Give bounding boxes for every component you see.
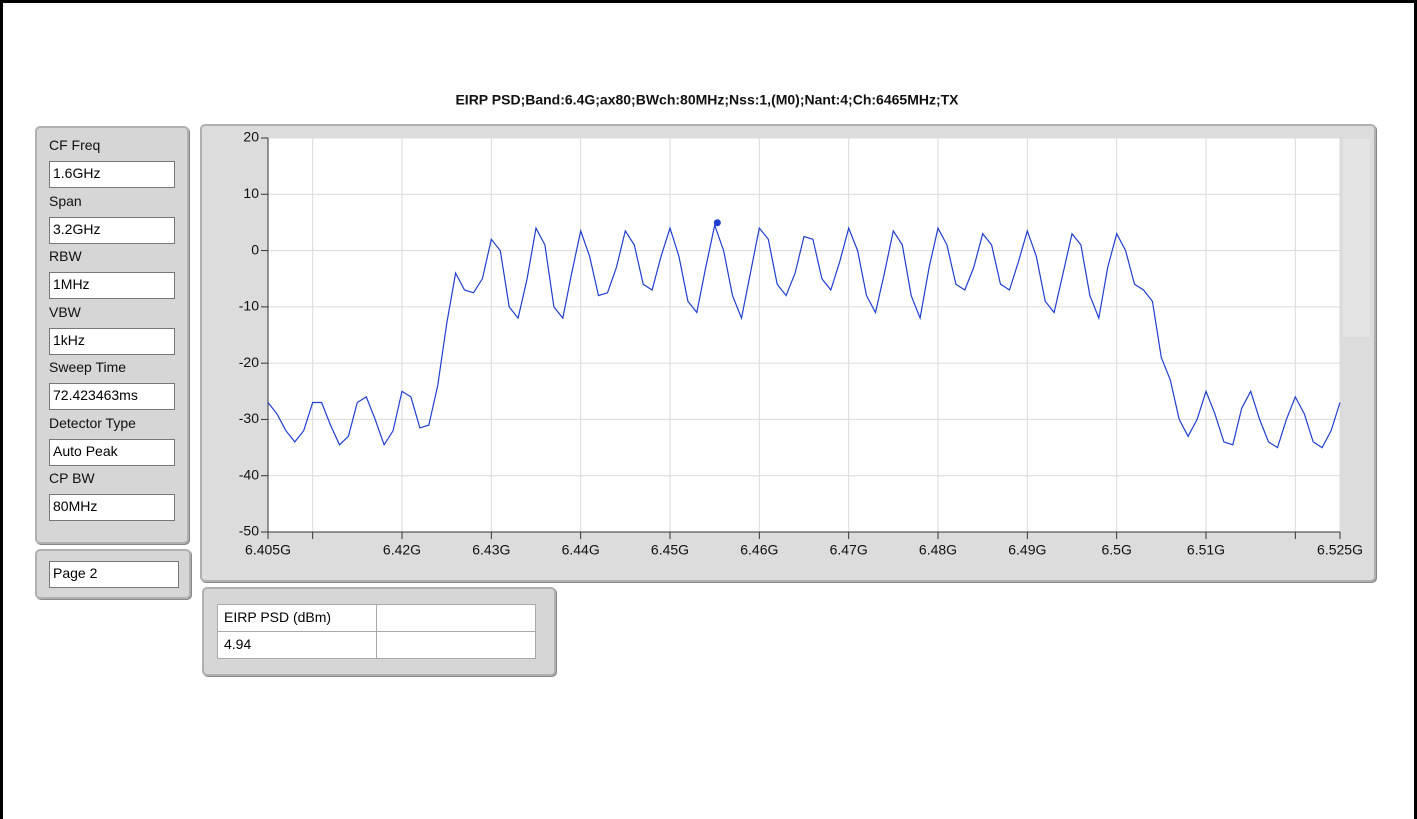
setting-value[interactable]: 72.423463ms <box>49 383 175 410</box>
plot-area <box>268 138 1340 532</box>
setting-value[interactable]: 1.6GHz <box>49 161 175 188</box>
x-tick-label: 6.405G <box>245 542 291 558</box>
setting-label: Detector Type <box>49 414 136 431</box>
setting-label: VBW <box>49 303 81 320</box>
setting-value[interactable]: 1kHz <box>49 327 175 355</box>
x-tick-label: 6.51G <box>1187 542 1225 558</box>
y-tick-label: 20 <box>243 129 259 145</box>
scale-strip <box>1343 139 1370 337</box>
setting-label: Span <box>49 192 82 209</box>
setting-label: RBW <box>49 248 82 264</box>
y-tick-label: -20 <box>239 354 259 370</box>
x-tick-label: 6.525G <box>1317 542 1363 558</box>
x-tick-label: 6.47G <box>830 542 868 558</box>
y-tick-label: 0 <box>251 241 259 257</box>
y-tick-label: -50 <box>239 523 259 539</box>
setting-value[interactable]: 80MHz <box>49 494 175 521</box>
setting-value[interactable]: 3.2GHz <box>49 216 175 244</box>
x-tick-label: 6.45G <box>651 542 689 558</box>
y-tick-label: -40 <box>239 466 259 482</box>
y-tick-label: 10 <box>243 185 259 201</box>
x-tick-label: 6.46G <box>740 542 778 558</box>
spectrum-line <box>267 222 1341 449</box>
page-field[interactable]: Page 2 <box>49 561 179 588</box>
y-tick-label: -10 <box>239 298 259 314</box>
x-tick-label: 6.43G <box>472 542 510 558</box>
table-value: 4.94 <box>217 631 377 659</box>
x-tick-label: 6.48G <box>919 542 957 558</box>
table-value-empty <box>376 631 536 659</box>
x-tick-label: 6.42G <box>383 542 421 558</box>
setting-label: CP BW <box>49 470 95 486</box>
x-tick-label: 6.5G <box>1101 542 1131 558</box>
setting-label: Sweep Time <box>49 359 127 375</box>
setting-label: CF Freq <box>49 137 101 153</box>
chart: EIRP PSD;Band:6.4G;ax80;BWch:80MHz;Nss:1… <box>239 92 1363 558</box>
x-tick-label: 6.44G <box>562 542 600 558</box>
y-tick-label: -30 <box>239 410 259 426</box>
peak-marker <box>713 219 721 227</box>
x-tick-label: 6.49G <box>1008 542 1046 558</box>
chart-title: EIRP PSD;Band:6.4G;ax80;BWch:80MHz;Nss:1… <box>455 92 959 108</box>
setting-value[interactable]: 1MHz <box>49 272 175 299</box>
setting-value[interactable]: Auto Peak <box>49 438 175 466</box>
